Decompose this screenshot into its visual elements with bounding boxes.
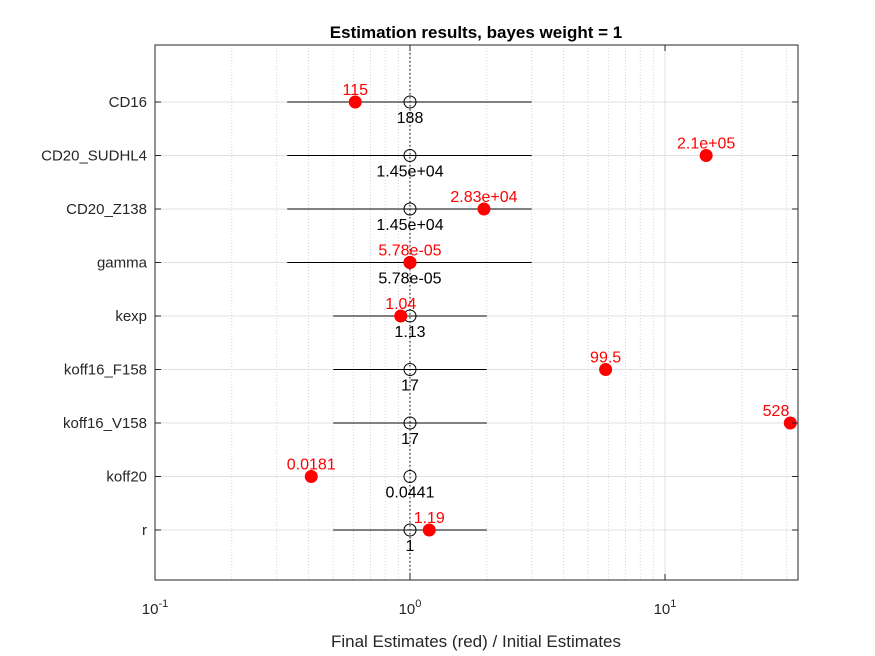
final-value-label: 2.1e+05 [677,136,735,153]
initial-value-label: 5.78e-05 [378,271,441,288]
final-estimate-marker [348,95,362,109]
markers [304,95,797,537]
plot-area [155,45,798,580]
final-value-label: 1.04 [385,296,416,313]
y-tick-label: r [142,522,147,539]
initial-estimate-marker [403,470,417,483]
y-tick-label: koff20 [106,469,147,486]
final-value-label: 99.5 [590,350,621,367]
x-tick-label: 101 [654,598,677,618]
final-estimate-marker [477,202,491,216]
final-estimate-marker [699,149,713,162]
final-estimate-marker [304,470,318,483]
final-estimate-marker [422,523,436,537]
final-estimate-marker [599,363,613,376]
final-estimate-marker [403,256,417,269]
final-value-label: 528 [763,403,790,420]
initial-value-label: 0.0441 [386,485,435,502]
y-tick-label: koff16_V158 [63,415,147,432]
initial-value-label: 1.45e+04 [376,164,443,181]
final-value-label: 5.78e-05 [378,243,441,260]
initial-value-label: 17 [401,378,419,395]
initial-estimate-marker [403,95,417,109]
initial-estimate-marker [403,149,417,162]
axes-box [154,44,799,581]
y-tick-label: CD16 [109,94,147,111]
y-tick-label: CD20_SUDHL4 [41,148,147,165]
final-value-label: 115 [343,82,369,99]
initial-estimate-marker [403,363,417,376]
y-tick-label: kexp [115,308,147,325]
initial-estimate-marker [403,523,417,537]
final-estimate-marker [394,309,408,323]
final-value-label: 0.0181 [287,457,336,474]
x-tick-label: 100 [399,598,422,618]
y-tick-label: CD20_Z138 [66,201,147,218]
x-tick-label: 10-1 [142,598,168,618]
final-value-label: 2.83e+04 [450,189,517,206]
data-labels: 188 115 1.45e+04 2.1e+05 1.45e+04 2.83e+04 5.7… [287,82,790,555]
initial-value-label: 1.13 [394,324,425,341]
initial-estimate-marker [403,202,417,216]
initial-value-label: 17 [401,431,419,448]
initial-estimate-marker [403,416,417,430]
initial-value-label: 1 [406,538,415,555]
initial-value-label: 1.45e+04 [376,217,443,234]
final-value-label: 1.19 [414,510,445,527]
initial-value-label: 188 [397,110,424,127]
chart-title: Estimation results, bayes weight = 1 [330,23,622,42]
y-tick-label: gamma [97,255,148,272]
x-axis-label: Final Estimates (red) / Initial Estimate… [331,632,621,651]
y-tick-label: koff16_F158 [64,362,147,379]
